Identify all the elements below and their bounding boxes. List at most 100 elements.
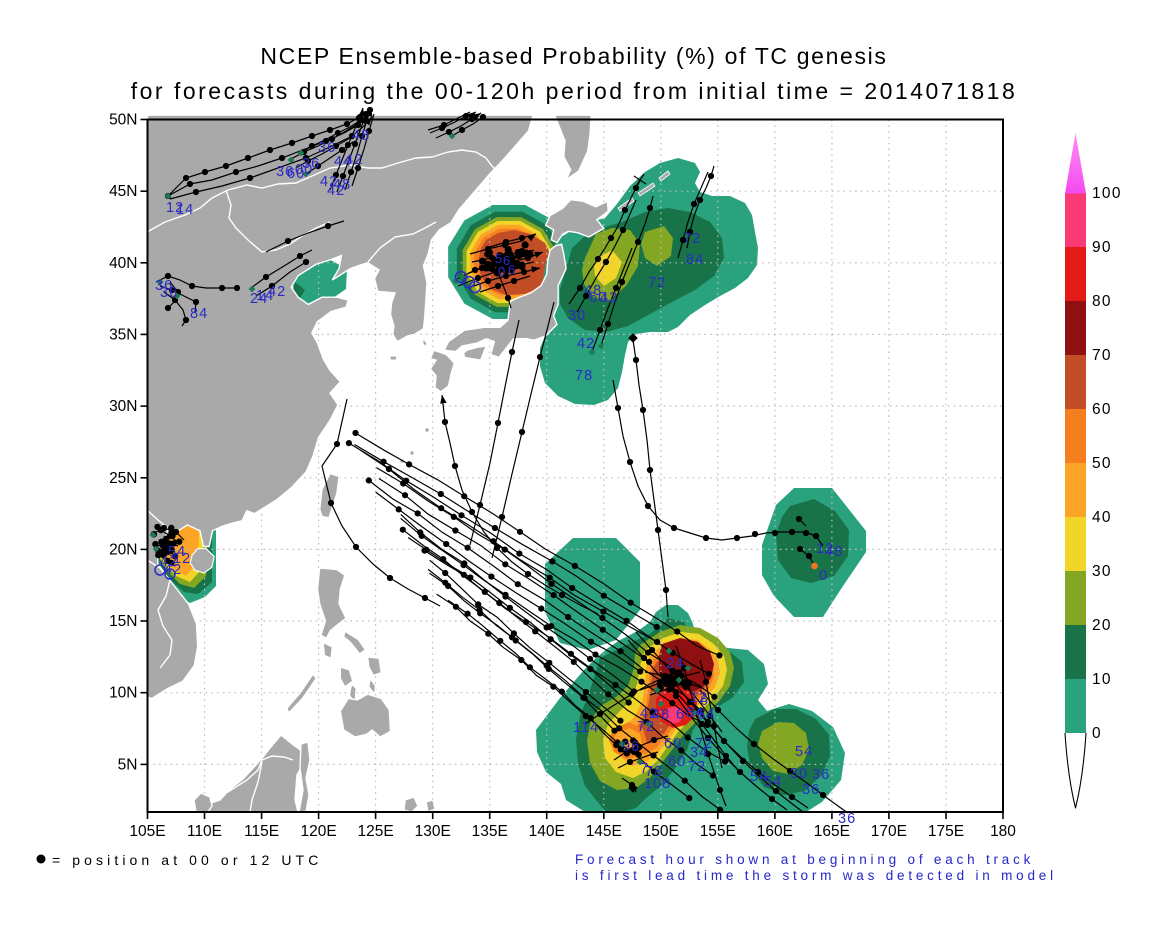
svg-text:6: 6 bbox=[676, 707, 685, 723]
svg-text:100: 100 bbox=[1092, 185, 1122, 202]
svg-text:36: 36 bbox=[155, 278, 173, 294]
svg-text:12: 12 bbox=[690, 690, 708, 706]
svg-text:135E: 135E bbox=[472, 823, 508, 840]
svg-text:110E: 110E bbox=[187, 823, 222, 840]
svg-text:64: 64 bbox=[697, 707, 715, 723]
svg-text:42: 42 bbox=[160, 554, 178, 570]
svg-text:7: 7 bbox=[640, 761, 649, 777]
svg-text:70: 70 bbox=[1092, 347, 1112, 364]
svg-text:30: 30 bbox=[1092, 563, 1112, 580]
svg-text:145E: 145E bbox=[586, 823, 622, 840]
svg-text:84: 84 bbox=[686, 705, 704, 721]
svg-text:12: 12 bbox=[816, 541, 834, 557]
svg-text:= position at 00 or 12 UTC: = position at 00 or 12 UTC bbox=[52, 852, 322, 868]
svg-text:54: 54 bbox=[764, 774, 782, 790]
svg-text:180: 180 bbox=[990, 823, 1016, 840]
svg-text:140E: 140E bbox=[529, 823, 565, 840]
svg-text:150E: 150E bbox=[643, 823, 679, 840]
svg-text:36: 36 bbox=[276, 164, 294, 180]
svg-text:42: 42 bbox=[268, 284, 286, 300]
svg-text:20: 20 bbox=[1092, 617, 1112, 634]
svg-text:60: 60 bbox=[668, 754, 686, 770]
svg-text:42: 42 bbox=[320, 174, 338, 190]
svg-text:48: 48 bbox=[584, 283, 602, 299]
svg-text:50N: 50N bbox=[109, 112, 137, 129]
svg-text:36: 36 bbox=[802, 782, 820, 798]
svg-text:48: 48 bbox=[352, 128, 370, 144]
svg-text:48: 48 bbox=[333, 177, 351, 193]
svg-text:60: 60 bbox=[664, 736, 682, 752]
svg-text:80: 80 bbox=[1092, 293, 1112, 310]
svg-text:24: 24 bbox=[250, 291, 268, 307]
svg-text:25N: 25N bbox=[109, 470, 137, 487]
svg-text:14: 14 bbox=[176, 202, 194, 218]
svg-text:130E: 130E bbox=[415, 823, 451, 840]
svg-text:54: 54 bbox=[795, 744, 813, 760]
svg-text:120E: 120E bbox=[300, 823, 336, 840]
svg-text:14: 14 bbox=[256, 288, 274, 304]
svg-text:44: 44 bbox=[334, 154, 352, 170]
svg-text:36: 36 bbox=[812, 767, 830, 783]
svg-text:108: 108 bbox=[644, 776, 671, 792]
svg-text:114: 114 bbox=[573, 720, 599, 736]
svg-text:42: 42 bbox=[345, 152, 363, 168]
svg-text:60: 60 bbox=[287, 166, 305, 182]
svg-text:78: 78 bbox=[645, 764, 663, 780]
svg-text:0: 0 bbox=[498, 264, 506, 279]
svg-text:90: 90 bbox=[1092, 239, 1112, 256]
svg-text:5: 5 bbox=[495, 251, 503, 266]
svg-text:30N: 30N bbox=[109, 398, 137, 415]
svg-text:15N: 15N bbox=[109, 613, 137, 630]
svg-text:12: 12 bbox=[166, 200, 184, 216]
svg-text:60: 60 bbox=[589, 290, 607, 306]
svg-text:36: 36 bbox=[318, 140, 336, 156]
svg-text:6: 6 bbox=[700, 693, 709, 709]
svg-text:72: 72 bbox=[683, 231, 701, 247]
svg-text:48: 48 bbox=[652, 707, 670, 723]
svg-text:42: 42 bbox=[327, 183, 345, 199]
svg-text:NCEP Ensemble-based Probabilit: NCEP Ensemble-based Probability (%) of T… bbox=[260, 43, 887, 69]
svg-text:45N: 45N bbox=[109, 183, 137, 200]
svg-text:72: 72 bbox=[688, 759, 706, 775]
svg-text:Forecast hour shown at beginni: Forecast hour shown at beginning of each… bbox=[575, 852, 1034, 867]
svg-text:50: 50 bbox=[1092, 455, 1112, 472]
svg-text:42: 42 bbox=[600, 290, 618, 306]
svg-text:40N: 40N bbox=[109, 255, 137, 272]
svg-text:72: 72 bbox=[637, 719, 655, 735]
svg-text:54: 54 bbox=[750, 769, 768, 785]
svg-text:78: 78 bbox=[575, 368, 593, 384]
svg-text:105E: 105E bbox=[129, 823, 165, 840]
svg-text:48: 48 bbox=[825, 544, 843, 560]
svg-text:60: 60 bbox=[1092, 401, 1112, 418]
svg-text:170E: 170E bbox=[871, 823, 907, 840]
svg-text:35N: 35N bbox=[109, 326, 137, 343]
svg-text:160E: 160E bbox=[757, 823, 793, 840]
svg-text:115E: 115E bbox=[244, 823, 279, 840]
svg-text:96: 96 bbox=[622, 739, 640, 755]
svg-text:72: 72 bbox=[648, 275, 666, 291]
svg-text:165E: 165E bbox=[814, 823, 850, 840]
svg-text:5N: 5N bbox=[118, 756, 138, 773]
svg-text:6: 6 bbox=[503, 253, 511, 268]
svg-text:84: 84 bbox=[190, 306, 208, 322]
svg-text:12: 12 bbox=[173, 551, 191, 567]
svg-text:155E: 155E bbox=[700, 823, 736, 840]
svg-text:24: 24 bbox=[666, 656, 684, 672]
svg-text:10N: 10N bbox=[109, 685, 137, 702]
svg-text:36: 36 bbox=[160, 285, 178, 301]
svg-text:30: 30 bbox=[568, 308, 586, 324]
svg-text:42: 42 bbox=[577, 336, 595, 352]
svg-text:175E: 175E bbox=[928, 823, 964, 840]
svg-text:84: 84 bbox=[686, 252, 704, 268]
svg-text:00: 00 bbox=[295, 162, 313, 178]
svg-text:40: 40 bbox=[1092, 509, 1112, 526]
svg-text:10: 10 bbox=[1092, 671, 1112, 688]
svg-text:34: 34 bbox=[690, 745, 708, 761]
svg-text:36: 36 bbox=[838, 811, 856, 827]
svg-text:54: 54 bbox=[168, 544, 186, 560]
svg-text:30: 30 bbox=[790, 766, 808, 782]
svg-text:0: 0 bbox=[1092, 725, 1102, 742]
svg-text:for forecasts during the 00-12: for forecasts during the 00-120h period … bbox=[131, 78, 1018, 104]
svg-text:72: 72 bbox=[695, 736, 713, 752]
svg-text:6: 6 bbox=[508, 262, 516, 277]
